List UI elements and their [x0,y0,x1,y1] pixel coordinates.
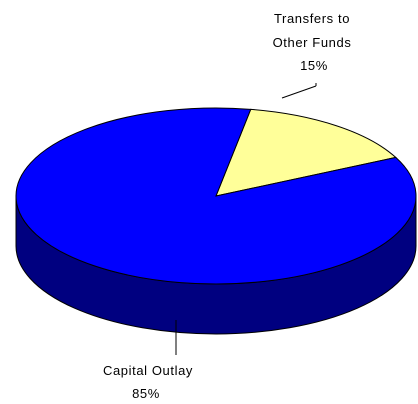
pie-slice-transfers [215,108,397,197]
label-capital-line1: Capital Outlay [103,363,193,378]
label-capital-value: 85% [132,386,160,401]
label-transfers-value: 15% [300,58,328,73]
label-transfers-line2: Other Funds [273,35,352,50]
pie-group [15,107,417,335]
pie-slice-capital [15,107,417,285]
leader-line-transfers [281,85,317,99]
label-transfers-line1: Transfers to [274,11,350,26]
